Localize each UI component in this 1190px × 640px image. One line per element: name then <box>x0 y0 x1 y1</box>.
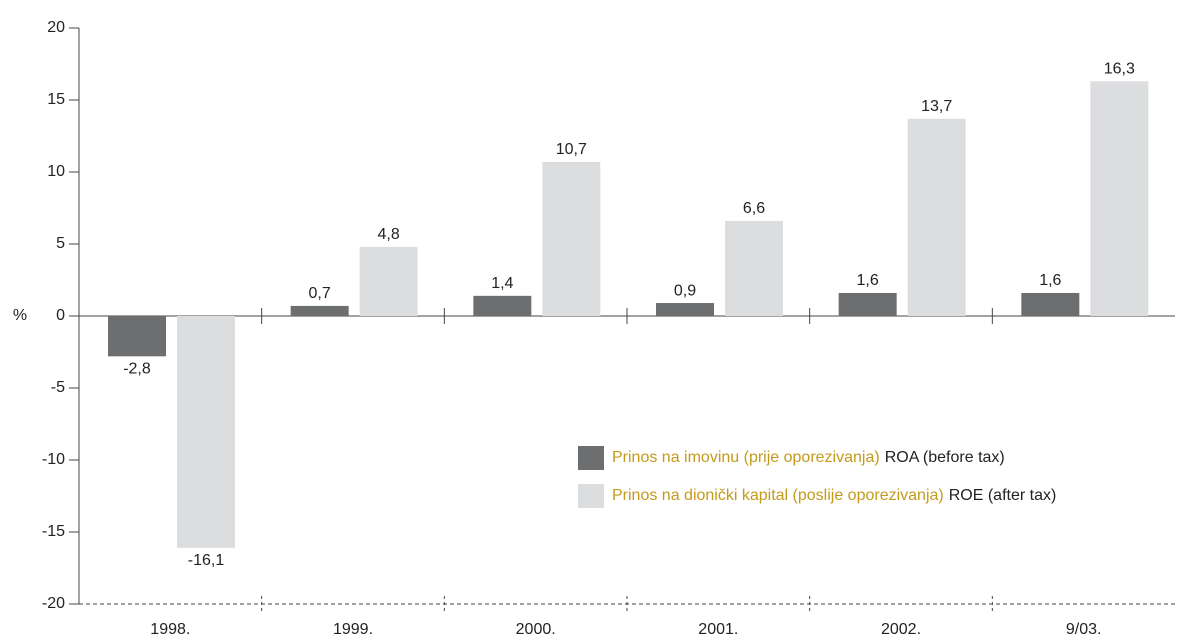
bar <box>1021 292 1080 316</box>
x-tick-label: 2000. <box>516 621 556 638</box>
y-tick-label: 20 <box>47 19 65 36</box>
bar <box>907 118 966 316</box>
y-axis-label: % <box>13 307 27 324</box>
bar <box>290 305 349 316</box>
bar <box>1090 81 1149 316</box>
legend-swatch <box>578 446 604 470</box>
x-tick-label: 1999. <box>333 621 373 638</box>
y-tick-label: 5 <box>56 235 65 252</box>
y-tick-label: 0 <box>56 307 65 324</box>
value-label: -2,8 <box>123 361 151 378</box>
legend-local-name: Prinos na dionički kapital (poslije opor… <box>612 487 944 504</box>
x-tick-label: 1998. <box>150 621 190 638</box>
bar <box>108 316 166 357</box>
legend-swatch <box>578 484 604 508</box>
value-label: 6,6 <box>743 200 765 217</box>
y-tick-label: -5 <box>51 379 65 396</box>
y-tick-label: -10 <box>42 451 65 468</box>
value-label: 0,9 <box>674 282 696 299</box>
y-tick-label: -20 <box>42 595 65 612</box>
value-label: 1,6 <box>1039 272 1061 289</box>
value-label: 4,8 <box>378 226 400 243</box>
legend-name: ROA (before tax) <box>885 449 1005 466</box>
bar <box>656 303 714 316</box>
y-tick-label: -15 <box>42 523 65 540</box>
value-label: -16,1 <box>188 552 225 569</box>
legend-name: ROE (after tax) <box>949 487 1057 504</box>
bar <box>542 161 601 316</box>
y-tick-label: 15 <box>47 91 65 108</box>
bar <box>359 246 418 316</box>
bar <box>838 292 897 316</box>
value-label: 0,7 <box>309 285 331 302</box>
value-label: 1,4 <box>491 275 513 292</box>
legend-label: Prinos na dionički kapital (poslije opor… <box>612 487 1056 504</box>
x-tick-label: 2002. <box>881 621 921 638</box>
value-label: 13,7 <box>921 98 952 115</box>
legend-label: Prinos na imovinu (prije oporezivanja) RO… <box>612 449 1005 466</box>
value-label: 1,6 <box>857 272 879 289</box>
bar <box>725 220 783 316</box>
y-tick-label: 10 <box>47 163 65 180</box>
legend-local-name: Prinos na imovinu (prije oporezivanja) <box>612 449 880 466</box>
x-tick-label: 2001. <box>698 621 738 638</box>
bar <box>473 295 532 316</box>
bar <box>177 316 235 548</box>
value-label: 10,7 <box>556 141 587 158</box>
x-tick-label: 9/03. <box>1066 621 1102 638</box>
value-label: 16,3 <box>1104 60 1135 77</box>
